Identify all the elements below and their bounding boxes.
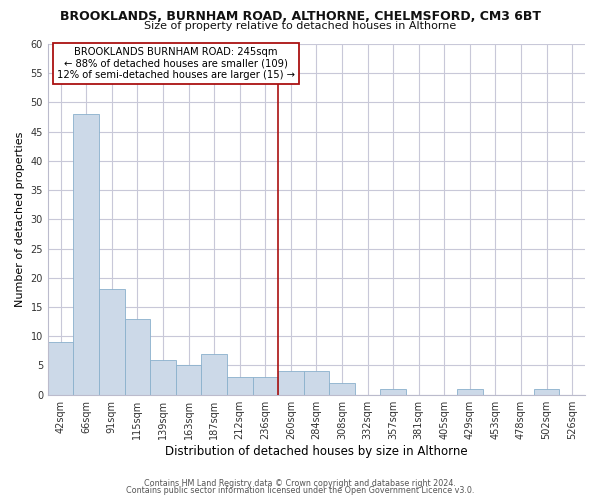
Text: Contains HM Land Registry data © Crown copyright and database right 2024.: Contains HM Land Registry data © Crown c… <box>144 478 456 488</box>
X-axis label: Distribution of detached houses by size in Althorne: Distribution of detached houses by size … <box>165 444 468 458</box>
Bar <box>73 114 99 394</box>
Bar <box>125 318 150 394</box>
Bar <box>227 377 253 394</box>
Bar <box>380 389 406 394</box>
Text: BROOKLANDS, BURNHAM ROAD, ALTHORNE, CHELMSFORD, CM3 6BT: BROOKLANDS, BURNHAM ROAD, ALTHORNE, CHEL… <box>59 10 541 23</box>
Bar <box>48 342 73 394</box>
Text: Size of property relative to detached houses in Althorne: Size of property relative to detached ho… <box>144 21 456 31</box>
Bar <box>99 290 125 395</box>
Bar <box>202 354 227 395</box>
Text: BROOKLANDS BURNHAM ROAD: 245sqm
← 88% of detached houses are smaller (109)
12% o: BROOKLANDS BURNHAM ROAD: 245sqm ← 88% of… <box>57 47 295 80</box>
Bar <box>534 389 559 394</box>
Bar <box>329 383 355 394</box>
Text: Contains public sector information licensed under the Open Government Licence v3: Contains public sector information licen… <box>126 486 474 495</box>
Bar <box>253 377 278 394</box>
Y-axis label: Number of detached properties: Number of detached properties <box>15 132 25 307</box>
Bar <box>304 372 329 394</box>
Bar <box>457 389 482 394</box>
Bar <box>278 372 304 394</box>
Bar <box>176 366 202 394</box>
Bar <box>150 360 176 394</box>
